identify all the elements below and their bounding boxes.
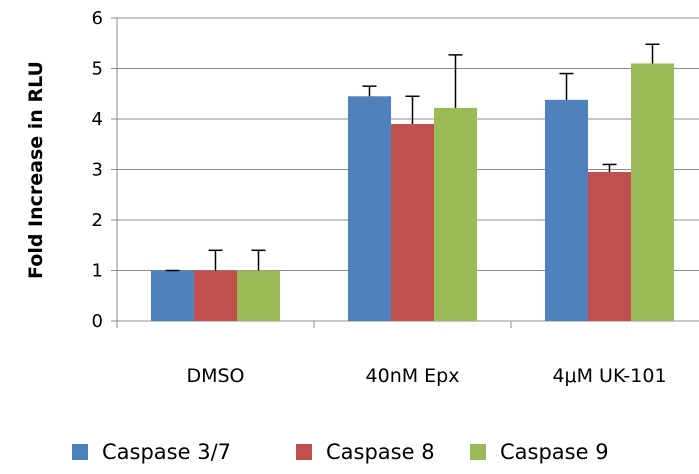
bar [545,99,588,321]
x-category-labels: DMSO 40nM Epx 4μM UK-101 [186,365,666,387]
bar [588,172,631,321]
y-tick-label: 3 [92,160,103,181]
bar [348,96,391,322]
x-category-label: 40nM Epx [366,365,460,387]
y-tick-labels: 0 1 2 3 4 5 6 [92,8,103,332]
legend-label: Caspase 3/7 [102,440,231,464]
y-tick-label: 0 [92,311,103,332]
error-bars [165,43,660,272]
y-axis-label: Fold Increase in RLU [25,61,47,279]
bar [631,63,674,321]
x-category-label: DMSO [186,365,244,387]
legend-swatch [72,444,88,460]
y-tick-label: 5 [92,59,103,80]
legend-swatch [470,444,486,460]
bar [391,124,434,321]
legend: Caspase 3/7 Caspase 8 Caspase 9 [72,440,609,464]
x-category-label: 4μM UK-101 [552,365,666,387]
legend-label: Caspase 9 [500,440,609,464]
y-tick-label: 2 [92,210,103,231]
y-tick-label: 1 [92,261,103,282]
bars [151,63,674,322]
legend-swatch [296,444,312,460]
bar [194,270,237,321]
y-tick-label: 6 [92,8,103,29]
y-tick-label: 4 [92,109,103,130]
bar [434,107,477,321]
legend-label: Caspase 8 [326,440,435,464]
bar [237,270,280,321]
bar [151,270,194,321]
